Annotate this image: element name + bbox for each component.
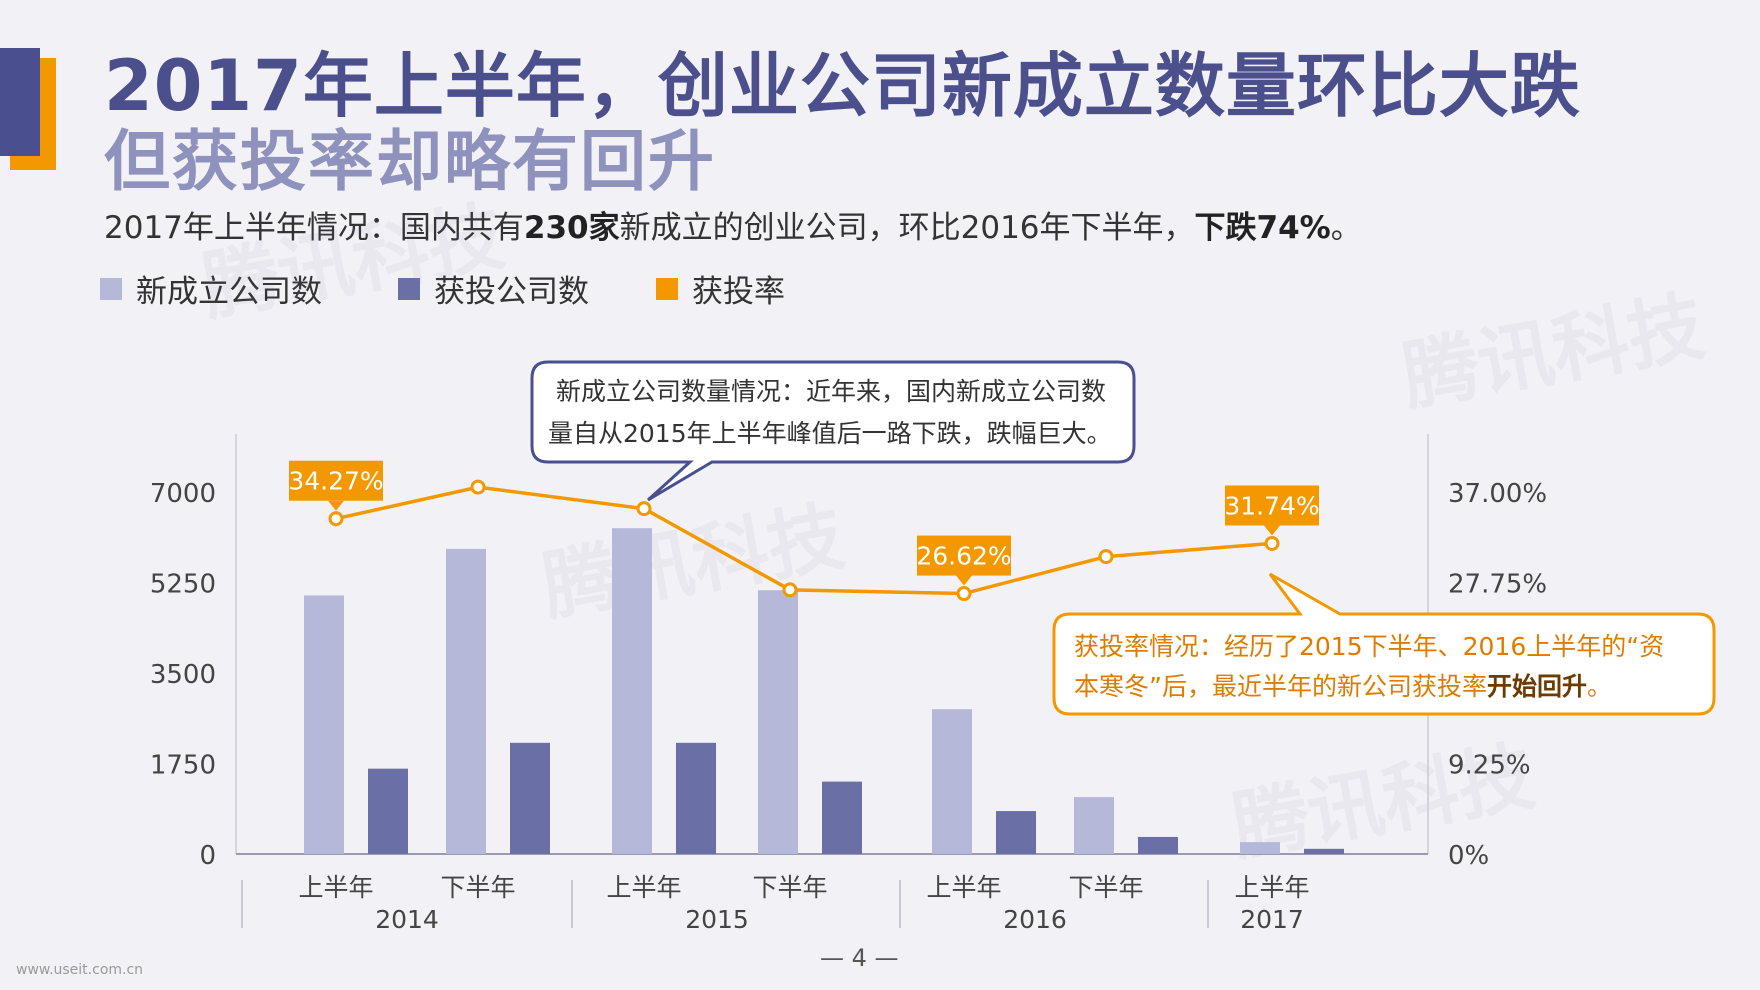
legend-item-funded: 获投公司数 <box>398 266 589 311</box>
summary-count: 230家 <box>523 210 620 246</box>
chart-axes: 0 1750 3500 5250 7000 0% 9.25% 27.75% 37.00% <box>150 434 1547 871</box>
bar-new-companies <box>932 709 972 854</box>
bar-funded-companies <box>510 742 550 854</box>
page-title: 2017年上半年，创业公司新成立数量环比大跌 <box>104 45 1581 127</box>
bar-funded-companies <box>1138 836 1178 854</box>
bar-funded-companies <box>822 781 862 854</box>
rate-point <box>782 582 798 598</box>
callout-rate-line1: 获投率情况：经历了2015下半年、2016上半年的“资 <box>1074 632 1664 661</box>
x-tick-label: 下半年 <box>1068 873 1143 902</box>
year-group-label: 2016 <box>1003 905 1067 934</box>
rate-point <box>470 479 486 495</box>
chart-bars <box>304 528 1344 854</box>
title-accent-blue <box>0 48 40 156</box>
rate-data-label: 26.62% <box>916 542 1011 571</box>
legend-label-funded: 获投公司数 <box>434 274 589 310</box>
bar-funded-companies <box>996 811 1036 854</box>
year-group-label: 2014 <box>375 905 439 934</box>
legend-label-new: 新成立公司数 <box>136 274 322 310</box>
rate-point <box>956 586 972 602</box>
summary-text: 2017年上半年情况：国内共有230家新成立的创业公司，环比2016年下半年，下… <box>104 202 1362 247</box>
x-tick-label: 上半年 <box>606 873 681 902</box>
year-group-label: 2015 <box>685 905 749 934</box>
bar-new-companies <box>446 548 486 854</box>
left-tick-label: 5250 <box>150 570 216 600</box>
bar-new-companies <box>758 590 798 854</box>
x-tick-label: 上半年 <box>298 873 373 902</box>
left-tick-label: 0 <box>199 841 216 871</box>
rate-data-label: 31.74% <box>1224 491 1319 520</box>
page-subtitle: 但获投率却略有回升 <box>104 123 716 200</box>
bar-new-companies <box>1240 842 1280 854</box>
x-tick-label: 下半年 <box>752 873 827 902</box>
bar-new-companies <box>304 595 344 854</box>
rate-point <box>1264 535 1280 551</box>
rate-point <box>1098 549 1114 565</box>
callout-rate-line2-bold: 开始回升 <box>1487 672 1587 701</box>
left-tick-label: 7000 <box>150 479 216 509</box>
summary-middle: 新成立的创业公司，环比2016年下半年， <box>619 210 1195 246</box>
bar-funded-companies <box>1304 848 1344 854</box>
callout-rate-line2-prefix: 本寒冬”后，最近半年的新公司获投率 <box>1074 672 1487 701</box>
x-tick-label: 上半年 <box>1234 873 1309 902</box>
bar-funded-companies <box>676 742 716 854</box>
callout-new-line2: 量自从2015年上半年峰值后一路下跌，跌幅巨大。 <box>548 419 1112 448</box>
page-number: — 4 — <box>820 944 899 972</box>
year-group-label: 2017 <box>1240 905 1304 934</box>
rate-data-label-box <box>289 460 383 501</box>
legend-item-rate: 获投率 <box>656 266 785 311</box>
summary-suffix: 。 <box>1330 210 1362 246</box>
x-tick-label: 上半年 <box>926 873 1001 902</box>
bar-new-companies <box>612 528 652 854</box>
callout-rate-line2: 本寒冬”后，最近半年的新公司获投率开始回升。 <box>1074 672 1612 701</box>
legend-swatch-funded <box>398 277 420 300</box>
legend-label-rate: 获投率 <box>692 274 785 310</box>
callout-rate-line2-suffix: 。 <box>1587 672 1612 701</box>
rate-data-label-pointer <box>328 500 344 511</box>
summary-prefix: 2017年上半年情况：国内共有 <box>104 210 524 246</box>
legend-swatch-new <box>100 277 122 300</box>
callout-rate: 获投率情况：经历了2015下半年、2016上半年的“资 本寒冬”后，最近半年的新… <box>1052 572 1716 716</box>
right-tick-label: 37.00% <box>1448 479 1547 509</box>
rate-data-label-box <box>1225 485 1319 526</box>
rate-point <box>328 511 344 527</box>
x-tick-label: 下半年 <box>440 873 515 902</box>
callout-new-line1: 新成立公司数量情况：近年来，国内新成立公司数 <box>556 377 1106 406</box>
right-tick-label: 9.25% <box>1448 751 1531 781</box>
rate-point <box>636 501 652 517</box>
rate-data-label: 34.27% <box>288 467 383 496</box>
callout-new-companies: 新成立公司数量情况：近年来，国内新成立公司数 量自从2015年上半年峰值后一路下… <box>530 360 1136 502</box>
site-mark: www.useit.com.cn <box>16 962 144 978</box>
callout-new-box <box>530 360 1136 502</box>
rate-data-label-pointer <box>956 575 972 586</box>
right-tick-label: 27.75% <box>1448 570 1547 600</box>
rate-data-label-box <box>917 535 1011 576</box>
rate-data-label-pointer <box>1264 525 1280 536</box>
legend-item-new: 新成立公司数 <box>100 266 322 311</box>
rate-line: 34.27% 26.62% 31.74% <box>288 460 1320 602</box>
right-tick-label: 0% <box>1448 841 1489 871</box>
legend-swatch-rate <box>656 277 678 300</box>
summary-drop: 下跌74% <box>1194 210 1331 246</box>
left-tick-label: 1750 <box>150 751 216 781</box>
left-tick-label: 3500 <box>150 660 216 690</box>
callout-rate-box <box>1052 572 1716 716</box>
bar-funded-companies <box>368 768 408 854</box>
bar-new-companies <box>1074 797 1114 854</box>
